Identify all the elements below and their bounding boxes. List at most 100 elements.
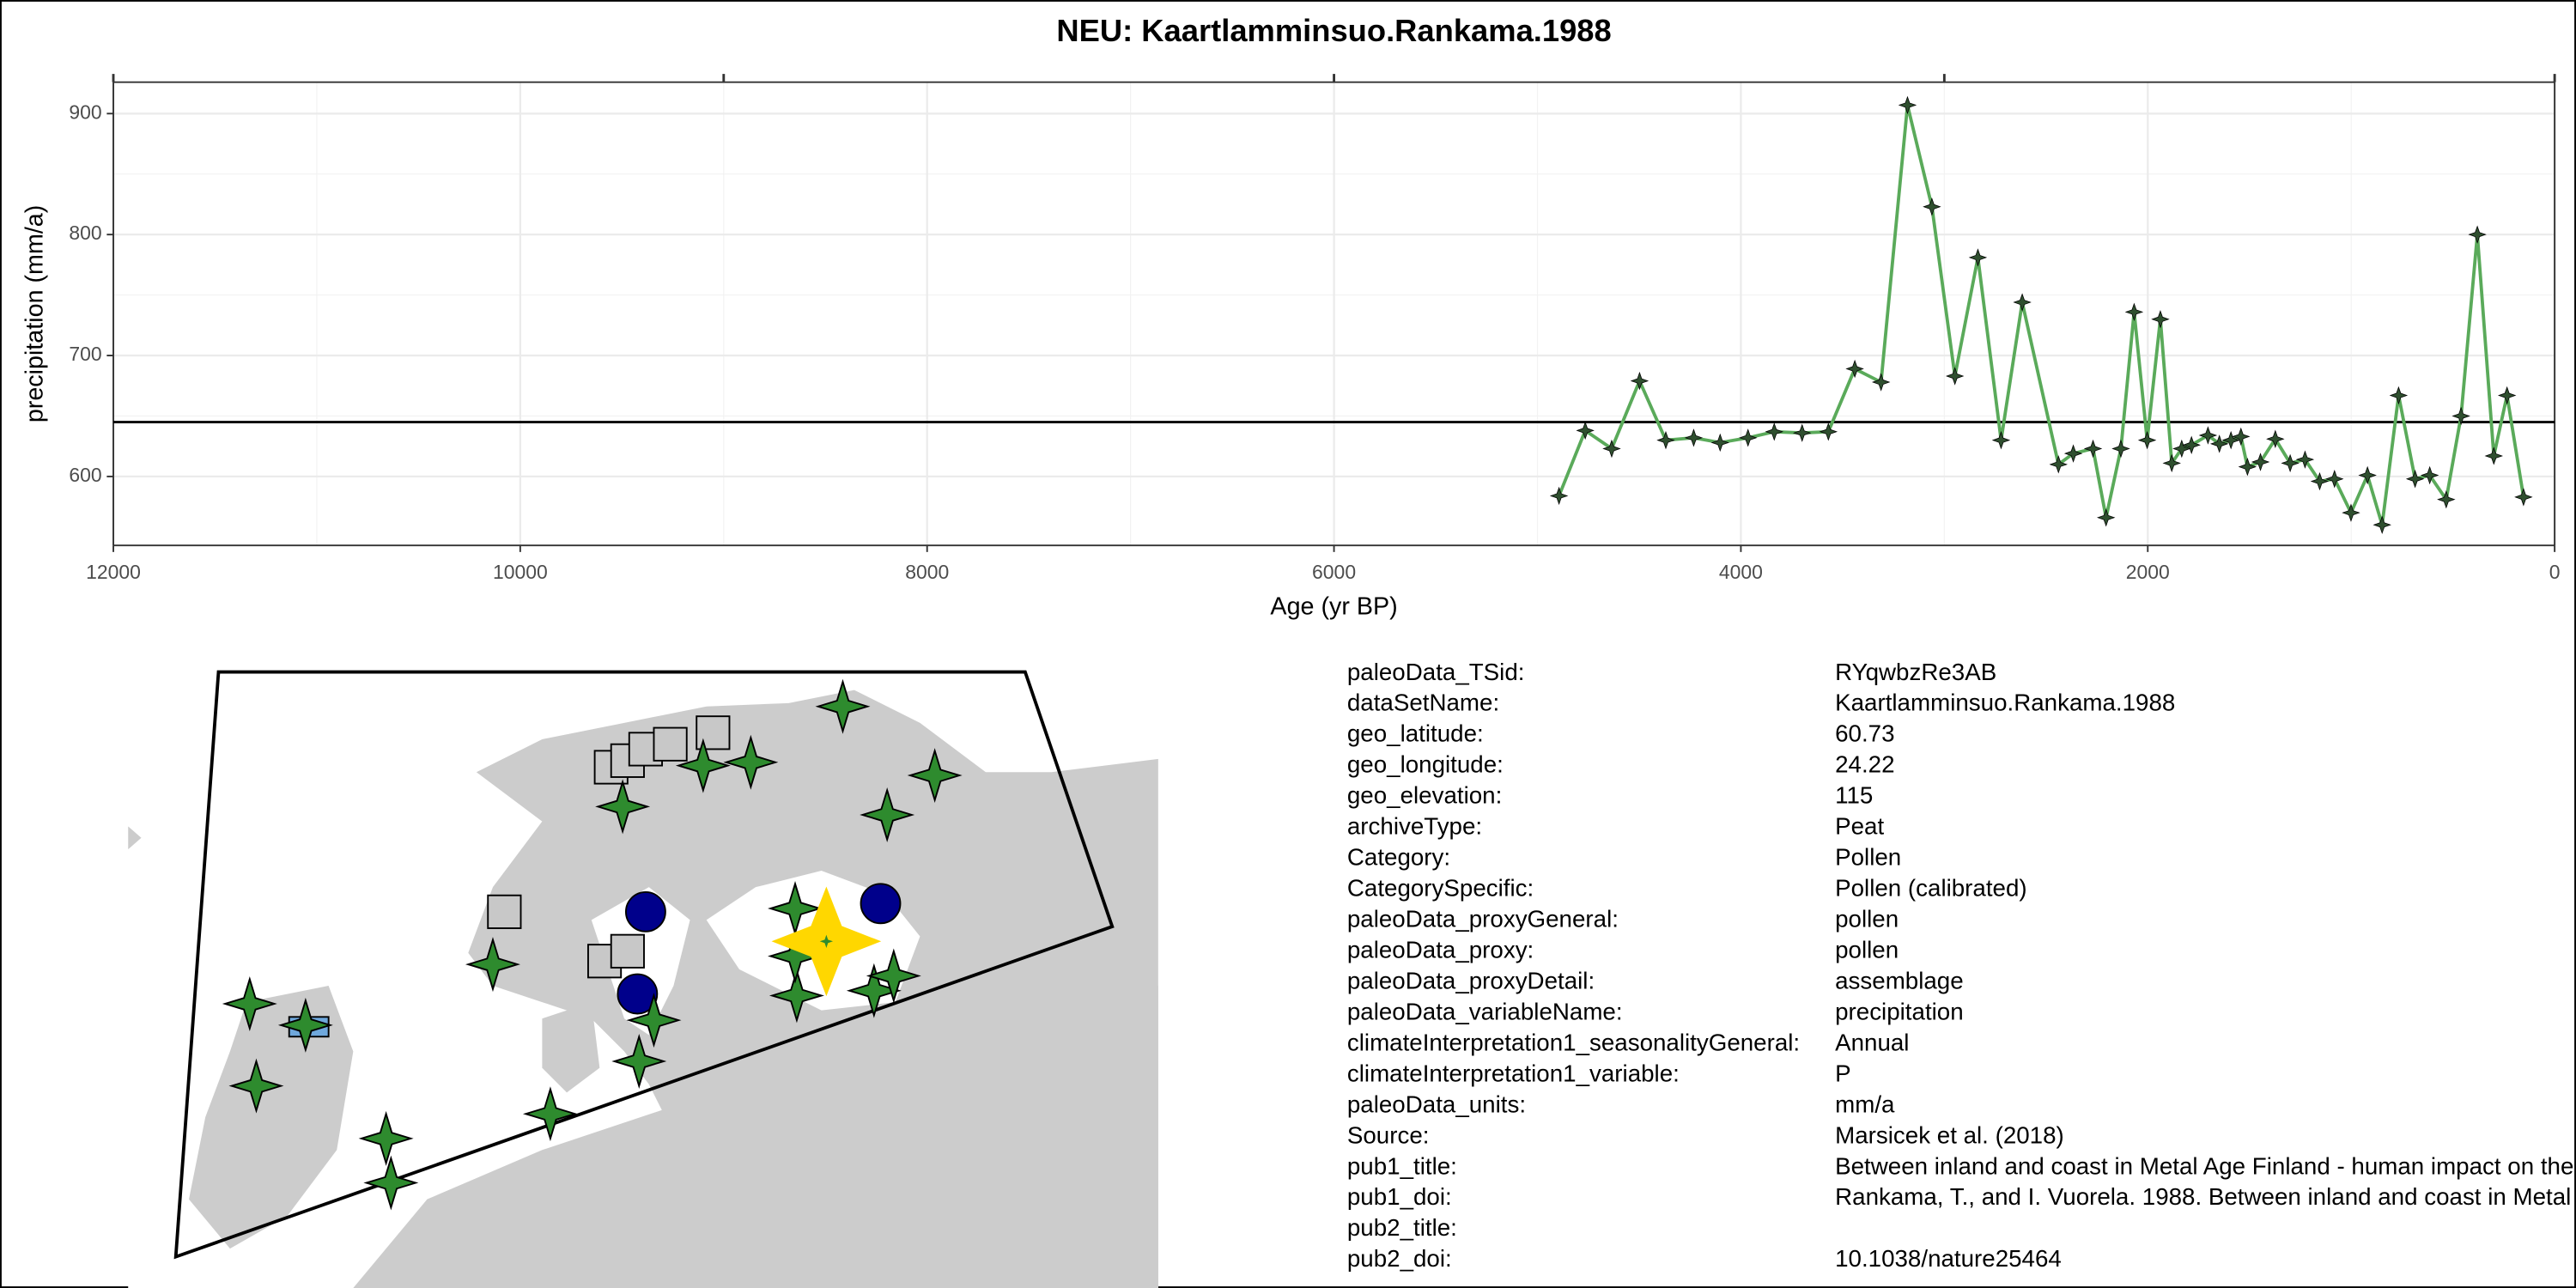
metadata-value: Pollen [1835, 844, 1901, 871]
map-extent [173, 670, 1115, 1260]
data-point [1684, 428, 1704, 447]
data-point [1819, 422, 1838, 441]
chart-title: NEU: Kaartlamminsuo.Rankama.1988 [1056, 13, 1611, 48]
data-point [1793, 423, 1812, 442]
data-point [2221, 430, 2240, 450]
data-point [1602, 439, 1621, 459]
map-marker-star [465, 937, 520, 993]
data-point [2342, 503, 2360, 522]
metadata-key: geo_longitude: [1347, 751, 1504, 778]
data-point [1738, 428, 1758, 447]
data-point [2238, 457, 2257, 477]
map-marker-site-center [819, 934, 834, 948]
data-point [2232, 427, 2251, 447]
map-marker-star [522, 1086, 578, 1142]
metadata-value: 60.73 [1835, 720, 1894, 747]
data-point [2137, 430, 2157, 450]
data-point [2013, 293, 2032, 312]
data-point [2281, 453, 2300, 473]
data-point [2063, 444, 2083, 463]
data-point [1576, 421, 1595, 440]
metadata-key: geo_elevation: [1347, 782, 1502, 809]
metadata-value: 24.22 [1835, 751, 1894, 778]
data-point [1871, 373, 1891, 392]
data-point [2451, 406, 2470, 426]
x-tick-label: 12000 [86, 561, 141, 583]
map-marker-star [222, 976, 277, 1031]
x-tick-label: 2000 [2126, 561, 2170, 583]
metadata-key: dataSetName: [1347, 690, 1499, 716]
data-point [1968, 248, 1988, 267]
metadata-key: Category: [1347, 844, 1450, 871]
data-point [2049, 455, 2068, 474]
data-point [2295, 450, 2315, 469]
data-point [2405, 470, 2425, 489]
map-marker-square [653, 726, 688, 762]
data-point [2325, 470, 2344, 489]
metadata-value: assemblage [1835, 967, 1964, 993]
metadata-key: paleoData_variableName: [1347, 998, 1623, 1024]
map-marker-star [611, 1033, 667, 1089]
metadata-key: Source: [1347, 1121, 1430, 1148]
map-marker-star [815, 678, 871, 734]
metadata-value: Rankama, T., and I. Vuorela. 1988. Betwe… [1835, 1183, 2576, 1210]
metadata-value: 115 [1835, 782, 1873, 809]
data-point [2096, 508, 2116, 527]
map-marker-circle [617, 973, 659, 1015]
x-tick-label: 4000 [1719, 561, 1763, 583]
map-marker-star [846, 963, 902, 1018]
data-point [1845, 359, 1864, 379]
metadata-key: geo_latitude: [1347, 720, 1484, 747]
metadata-key: paleoData_proxyGeneral: [1347, 906, 1619, 933]
data-point [2514, 488, 2533, 507]
data-point [2358, 465, 2377, 485]
data-point [1710, 433, 1729, 453]
map-marker-star [595, 779, 651, 835]
x-tick-label: 8000 [905, 561, 949, 583]
map-marker-star [228, 1058, 284, 1114]
data-point [1945, 367, 1965, 386]
map-marker-star [723, 734, 779, 790]
metadata-value: 10.1038/nature25464 [1835, 1245, 2062, 1272]
map-marker-star [626, 993, 682, 1048]
data-point [2182, 435, 2201, 455]
land-iceland [128, 826, 142, 850]
data-point [2420, 465, 2439, 485]
data-point [1656, 430, 1675, 450]
metadata-value: mm/a [1835, 1091, 1895, 1117]
data-point [2266, 429, 2285, 448]
map-marker-star [860, 787, 915, 842]
map-marker-star [907, 748, 963, 804]
metadata-value: Marsicek et al. (2018) [1835, 1121, 2064, 1148]
data-point [2124, 302, 2144, 322]
data-point [2372, 515, 2391, 534]
data-point [1765, 422, 1784, 441]
metadata-key: climateInterpretation1_seasonalityGenera… [1347, 1029, 1800, 1055]
y-tick-label: 600 [69, 464, 101, 486]
map-marker-star [675, 738, 731, 793]
data-point [2310, 471, 2330, 491]
data-point [1630, 371, 1649, 391]
land-denmark [542, 1002, 600, 1093]
data-point [2209, 434, 2229, 453]
data-point [2484, 447, 2504, 465]
metadata-key: pub2_title: [1347, 1214, 1457, 1241]
land-britain [189, 985, 354, 1249]
data-point [2162, 453, 2181, 473]
x-tick-label: 6000 [1312, 561, 1356, 583]
data-point [2437, 489, 2456, 509]
metadata-key: paleoData_proxyDetail: [1347, 967, 1595, 993]
y-tick-label: 900 [69, 100, 101, 123]
map-marker-circle [624, 890, 666, 933]
metadata-value: P [1835, 1060, 1850, 1086]
metadata-value: Peat [1835, 813, 1884, 840]
metadata-key: climateInterpretation1_variable: [1347, 1060, 1680, 1086]
data-point [2198, 426, 2218, 445]
data-point [1549, 486, 1569, 506]
data-point [2251, 453, 2270, 471]
y-axis-label: precipitation (mm/a) [21, 205, 49, 422]
metadata-key: paleoData_TSid: [1347, 659, 1525, 685]
data-point [1898, 95, 1917, 115]
x-tick-label: 10000 [493, 561, 548, 583]
